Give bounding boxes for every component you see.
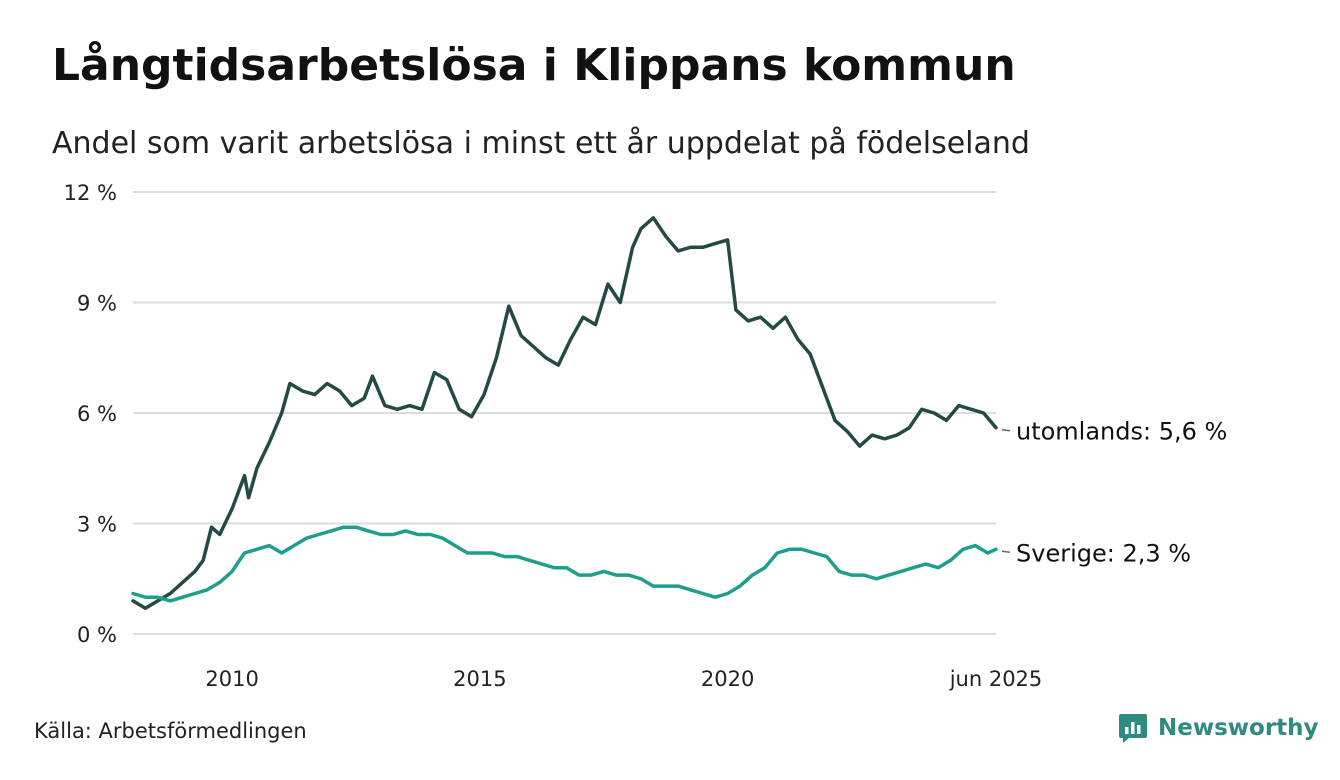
end-label-leader: [1001, 428, 1011, 432]
y-tick-label: 0 %: [77, 623, 117, 647]
brand-logo: Newsworthy: [1118, 712, 1319, 744]
newsworthy-icon: [1119, 714, 1147, 743]
y-tick-label: 6 %: [77, 402, 117, 426]
y-axis-ticks: 0 % 3 % 6 % 9 % 12 %: [64, 181, 117, 647]
chart-subtitle: Andel som varit arbetslösa i minst ett å…: [52, 126, 1030, 161]
end-label-sverige: Sverige: 2,3 %: [1016, 539, 1191, 567]
y-tick-label: 9 %: [77, 292, 117, 316]
x-axis-ticks: 2010 2015 2020 jun 2025: [205, 667, 1042, 691]
series-line-utomlands: [131, 216, 998, 610]
end-label-utomlands: utomlands: 5,6 %: [1016, 418, 1227, 446]
source-note: Källa: Arbetsförmedlingen: [34, 719, 307, 743]
series-line-sverige: [131, 525, 998, 603]
chart-title: Långtidsarbetslösa i Klippans kommun: [52, 40, 1016, 91]
line-chart: 0 % 3 % 6 % 9 % 12 % 2010 2015 2020 jun 2025 ut…: [64, 181, 1228, 691]
x-tick-label: 2010: [205, 667, 258, 691]
x-tick-label: 2020: [701, 667, 754, 691]
grid-lines: [133, 191, 996, 635]
end-label-leader: [1001, 550, 1011, 554]
y-tick-label: 3 %: [77, 513, 117, 537]
x-tick-label: 2015: [453, 667, 506, 691]
x-tick-label: jun 2025: [949, 667, 1043, 691]
brand-name: Newsworthy: [1158, 715, 1319, 741]
end-labels: utomlands: 5,6 % Sverige: 2,3 %: [1001, 418, 1227, 567]
y-tick-label: 12 %: [64, 181, 117, 205]
series-lines: [131, 216, 998, 610]
